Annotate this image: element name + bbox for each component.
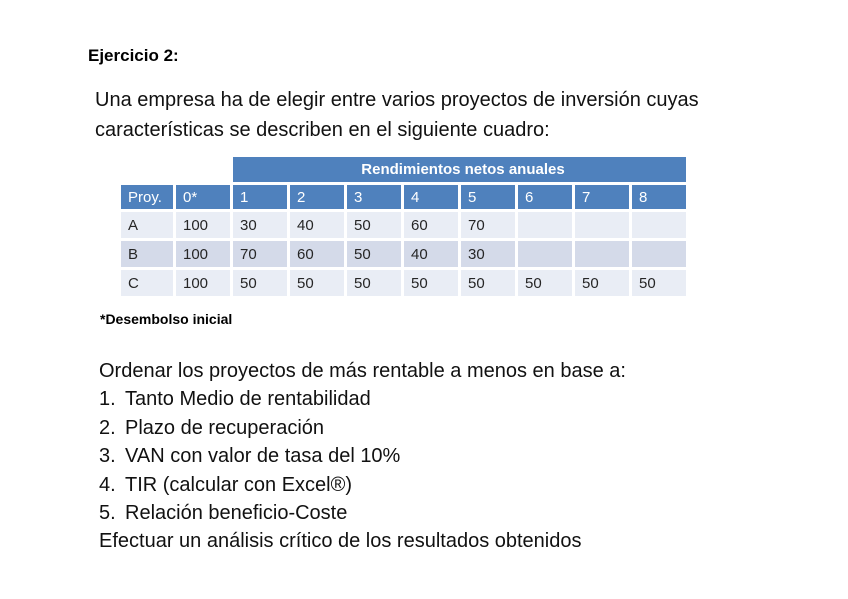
task-text: TIR (calcular con Excel®)	[125, 473, 353, 496]
table-cell: 40	[290, 212, 344, 238]
column-header: 8	[632, 185, 686, 209]
table-cell: 70	[461, 212, 515, 238]
task-number: 3.	[99, 445, 116, 468]
task-number: 2.	[99, 416, 116, 439]
table-cell	[632, 212, 686, 238]
table-cell: 40	[404, 241, 458, 267]
table-cell: 100	[176, 212, 230, 238]
column-header: 5	[461, 185, 515, 209]
task-text: Tanto Medio de rentabilidad	[125, 388, 371, 411]
row-label: C	[121, 270, 173, 296]
column-header: Proy.	[121, 185, 173, 209]
table-cell: 50	[290, 270, 344, 296]
table-cell	[575, 212, 629, 238]
table-cell	[632, 241, 686, 267]
table-row-c: C 100 50 50 50 50 50 50 50 50	[121, 270, 686, 296]
row-label: B	[121, 241, 173, 267]
table-cell: 50	[404, 270, 458, 296]
table-cell	[518, 241, 572, 267]
tasks-intro: Ordenar los proyectos de más rentable a …	[99, 360, 626, 382]
task-text: VAN con valor de tasa del 10%	[125, 445, 401, 468]
projects-table: Rendimientos netos anuales Proy. 0* 1 2 …	[118, 154, 689, 299]
table-row-b: B 100 70 60 50 40 30	[121, 241, 686, 267]
table-cell	[518, 212, 572, 238]
tasks-block: Ordenar los proyectos de más rentable a …	[99, 357, 626, 556]
table-cell: 50	[233, 270, 287, 296]
task-text: Plazo de recuperación	[125, 416, 325, 439]
column-header: 7	[575, 185, 629, 209]
table-cell: 50	[461, 270, 515, 296]
table-cell	[575, 241, 629, 267]
table-row-a: A 100 30 40 50 60 70	[121, 212, 686, 238]
table-banner: Rendimientos netos anuales	[233, 157, 686, 182]
task-number: 1.	[99, 388, 116, 411]
projects-table-wrapper: Rendimientos netos anuales Proy. 0* 1 2 …	[118, 154, 689, 299]
column-header: 4	[404, 185, 458, 209]
banner-spacer-cell	[121, 157, 230, 182]
table-cell: 70	[233, 241, 287, 267]
intro-paragraph: Una empresa ha de elegir entre varios pr…	[95, 85, 699, 145]
table-cell: 50	[575, 270, 629, 296]
row-label: A	[121, 212, 173, 238]
task-number: 4.	[99, 473, 116, 496]
column-header: 6	[518, 185, 572, 209]
intro-line-1: Una empresa ha de elegir entre varios pr…	[95, 89, 699, 111]
task-item-4: 4. TIR (calcular con Excel®)	[99, 471, 626, 499]
intro-line-2: características se describen en el sigui…	[95, 119, 550, 141]
task-item-3: 3. VAN con valor de tasa del 10%	[99, 442, 626, 470]
table-cell: 100	[176, 270, 230, 296]
column-header: 2	[290, 185, 344, 209]
table-cell: 50	[347, 241, 401, 267]
table-cell: 60	[404, 212, 458, 238]
task-item-1: 1. Tanto Medio de rentabilidad	[99, 385, 626, 413]
table-cell: 50	[518, 270, 572, 296]
task-text: Relación beneficio-Coste	[125, 502, 348, 525]
column-header: 0*	[176, 185, 230, 209]
table-cell: 60	[290, 241, 344, 267]
table-cell: 30	[461, 241, 515, 267]
column-header: 3	[347, 185, 401, 209]
page-title: Ejercicio 2:	[88, 46, 179, 65]
column-header-row: Proy. 0* 1 2 3 4 5 6 7 8	[121, 185, 686, 209]
task-item-2: 2. Plazo de recuperación	[99, 414, 626, 442]
column-header: 1	[233, 185, 287, 209]
tasks-outro: Efectuar un análisis crítico de los resu…	[99, 530, 582, 553]
table-cell: 50	[347, 212, 401, 238]
table-footnote: *Desembolso inicial	[100, 311, 233, 327]
banner-row: Rendimientos netos anuales	[121, 157, 686, 182]
task-number: 5.	[99, 502, 116, 525]
table-cell: 50	[347, 270, 401, 296]
table-cell: 50	[632, 270, 686, 296]
table-cell: 30	[233, 212, 287, 238]
table-cell: 100	[176, 241, 230, 267]
task-item-5: 5. Relación beneficio-Coste	[99, 499, 626, 527]
